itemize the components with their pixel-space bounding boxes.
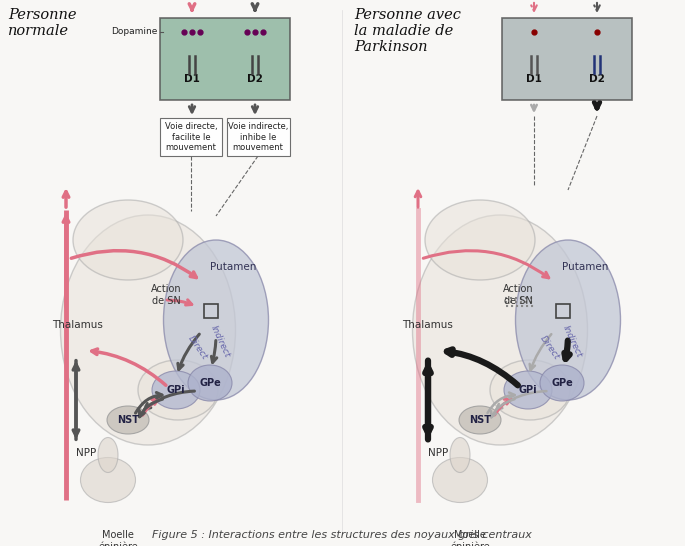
Text: GPi: GPi bbox=[519, 385, 537, 395]
Ellipse shape bbox=[60, 215, 236, 445]
Ellipse shape bbox=[107, 406, 149, 434]
Text: GPe: GPe bbox=[551, 378, 573, 388]
Ellipse shape bbox=[432, 458, 488, 502]
Ellipse shape bbox=[504, 371, 552, 409]
Text: Personne
normale: Personne normale bbox=[8, 8, 77, 38]
Text: NPP: NPP bbox=[428, 448, 448, 458]
Text: NST: NST bbox=[117, 415, 139, 425]
Text: Action
de SN: Action de SN bbox=[503, 284, 534, 306]
Ellipse shape bbox=[164, 240, 269, 400]
Ellipse shape bbox=[425, 200, 535, 280]
Ellipse shape bbox=[412, 215, 588, 445]
Text: Putamen: Putamen bbox=[562, 262, 608, 272]
Ellipse shape bbox=[81, 458, 136, 502]
Bar bbox=[204, 304, 218, 318]
Text: NST: NST bbox=[469, 415, 491, 425]
Text: Moelle
épinière: Moelle épinière bbox=[450, 530, 490, 546]
Ellipse shape bbox=[540, 365, 584, 401]
Text: Direct: Direct bbox=[538, 334, 562, 361]
FancyBboxPatch shape bbox=[160, 18, 290, 100]
Ellipse shape bbox=[188, 365, 232, 401]
Text: Thalamus: Thalamus bbox=[53, 320, 103, 330]
Text: D2: D2 bbox=[247, 74, 263, 84]
Ellipse shape bbox=[490, 360, 570, 420]
Ellipse shape bbox=[98, 437, 118, 472]
Text: Personne avec
la maladie de
Parkinson: Personne avec la maladie de Parkinson bbox=[354, 8, 461, 55]
Text: Moelle
épinière: Moelle épinière bbox=[98, 530, 138, 546]
FancyBboxPatch shape bbox=[227, 118, 290, 156]
Text: Voie indirecte,
inhibe le
mouvement: Voie indirecte, inhibe le mouvement bbox=[228, 122, 288, 152]
FancyBboxPatch shape bbox=[160, 118, 222, 156]
Text: Indirect: Indirect bbox=[209, 324, 232, 359]
Text: D1: D1 bbox=[184, 74, 200, 84]
Text: GPi: GPi bbox=[166, 385, 186, 395]
Bar bbox=[556, 304, 570, 318]
Text: Voie directe,
facilite le
mouvement: Voie directe, facilite le mouvement bbox=[164, 122, 217, 152]
Text: GPe: GPe bbox=[199, 378, 221, 388]
Ellipse shape bbox=[152, 371, 200, 409]
Text: D2: D2 bbox=[589, 74, 605, 84]
Ellipse shape bbox=[450, 437, 470, 472]
Text: Putamen: Putamen bbox=[210, 262, 256, 272]
Ellipse shape bbox=[516, 240, 621, 400]
Ellipse shape bbox=[73, 200, 183, 280]
Text: Indirect: Indirect bbox=[560, 324, 584, 359]
Ellipse shape bbox=[459, 406, 501, 434]
Text: NPP: NPP bbox=[76, 448, 97, 458]
Text: Direct: Direct bbox=[186, 334, 210, 361]
Text: Figure 5 : Interactions entre les structures des noyaux gris centraux: Figure 5 : Interactions entre les struct… bbox=[152, 530, 532, 540]
Ellipse shape bbox=[138, 360, 218, 420]
Text: D1: D1 bbox=[526, 74, 542, 84]
Text: Thalamus: Thalamus bbox=[403, 320, 453, 330]
Text: Dopamine: Dopamine bbox=[112, 27, 158, 37]
Text: Action
de SN: Action de SN bbox=[151, 284, 182, 306]
FancyBboxPatch shape bbox=[502, 18, 632, 100]
